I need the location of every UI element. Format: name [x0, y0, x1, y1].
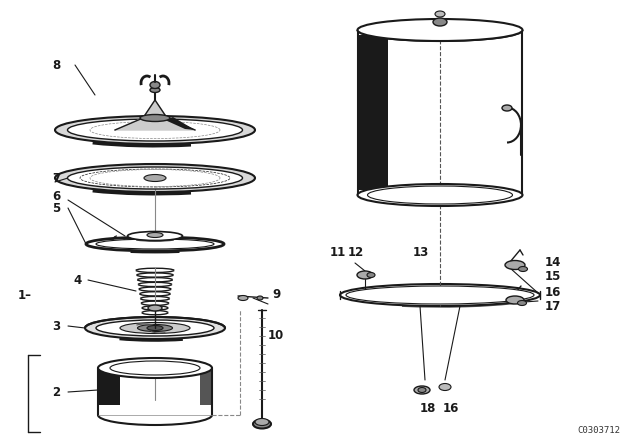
Ellipse shape — [518, 267, 527, 271]
Ellipse shape — [255, 418, 269, 426]
Text: 16: 16 — [443, 401, 460, 414]
Text: 7: 7 — [52, 172, 60, 185]
Ellipse shape — [86, 237, 224, 251]
Ellipse shape — [435, 11, 445, 17]
Ellipse shape — [358, 19, 522, 41]
Ellipse shape — [439, 383, 451, 391]
Ellipse shape — [505, 260, 525, 270]
Ellipse shape — [67, 119, 243, 141]
Ellipse shape — [127, 232, 182, 241]
Ellipse shape — [367, 272, 375, 277]
Ellipse shape — [147, 326, 163, 331]
Ellipse shape — [80, 169, 230, 187]
Ellipse shape — [96, 320, 214, 336]
Text: 4: 4 — [73, 273, 81, 287]
Ellipse shape — [358, 184, 522, 206]
Text: 1–: 1– — [18, 289, 32, 302]
Ellipse shape — [85, 317, 225, 339]
Ellipse shape — [357, 271, 373, 279]
Text: 17: 17 — [545, 300, 561, 313]
Ellipse shape — [67, 167, 243, 189]
Text: 12: 12 — [348, 246, 364, 258]
Ellipse shape — [346, 286, 534, 304]
Ellipse shape — [138, 324, 173, 332]
Polygon shape — [358, 35, 388, 190]
Text: 15: 15 — [545, 270, 561, 283]
Ellipse shape — [55, 116, 255, 144]
Text: 14: 14 — [545, 255, 561, 268]
Text: 2: 2 — [52, 385, 60, 399]
Ellipse shape — [144, 175, 166, 181]
Ellipse shape — [502, 105, 512, 111]
Text: 5: 5 — [52, 202, 60, 215]
Text: C0303712: C0303712 — [577, 426, 620, 435]
Ellipse shape — [367, 186, 513, 204]
Ellipse shape — [340, 284, 540, 306]
Ellipse shape — [55, 164, 255, 192]
Ellipse shape — [148, 305, 162, 311]
Ellipse shape — [506, 296, 524, 304]
Polygon shape — [165, 117, 195, 130]
Polygon shape — [200, 368, 212, 405]
Text: 6: 6 — [52, 190, 60, 202]
Text: 16: 16 — [545, 285, 561, 298]
Ellipse shape — [110, 361, 200, 375]
Ellipse shape — [253, 419, 271, 428]
Text: 10: 10 — [268, 328, 284, 341]
Text: 8: 8 — [52, 59, 60, 72]
Ellipse shape — [433, 18, 447, 26]
Ellipse shape — [96, 239, 214, 249]
Text: 9: 9 — [272, 288, 280, 301]
Ellipse shape — [414, 386, 430, 394]
Ellipse shape — [238, 296, 248, 301]
Text: 11: 11 — [330, 246, 346, 258]
Ellipse shape — [150, 82, 160, 89]
Text: 13: 13 — [413, 246, 429, 258]
Polygon shape — [115, 100, 195, 130]
Ellipse shape — [120, 323, 190, 333]
Polygon shape — [98, 368, 120, 405]
Ellipse shape — [140, 115, 170, 121]
Ellipse shape — [257, 296, 263, 300]
Text: 18: 18 — [420, 401, 436, 414]
Text: 3: 3 — [52, 319, 60, 332]
Ellipse shape — [418, 388, 426, 392]
Ellipse shape — [98, 358, 212, 378]
Ellipse shape — [147, 233, 163, 237]
Ellipse shape — [518, 301, 527, 306]
Ellipse shape — [150, 87, 160, 92]
